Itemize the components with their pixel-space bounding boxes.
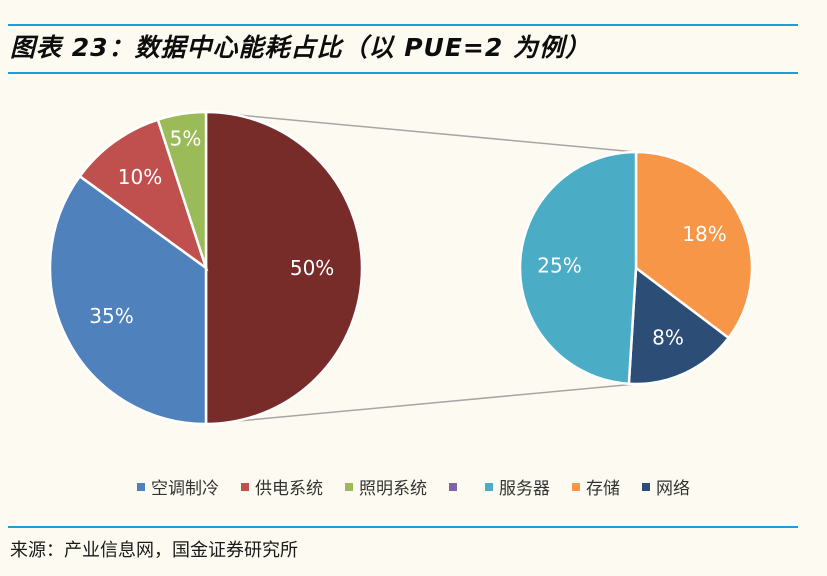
- main-slice-label-2: 5%: [170, 127, 202, 151]
- legend-swatch: [345, 482, 353, 491]
- secondary-pie: 18% 8% 25%: [518, 150, 754, 386]
- legend-label: 照明系统: [359, 479, 427, 499]
- connector-bottom: [205, 383, 637, 425]
- legend-swatch: [642, 482, 650, 491]
- legend-label: 网络: [656, 479, 690, 499]
- legend-item-0: 空调制冷: [137, 474, 219, 499]
- legend-swatch: [485, 482, 493, 491]
- legend-swatch: [572, 482, 580, 491]
- main-slice-3: [204, 110, 364, 426]
- connector-lines: [205, 111, 637, 425]
- secondary-slice-0: [518, 150, 638, 386]
- chart-title: 图表 23：数据中心能耗占比（以 PUE=2 为例）: [10, 33, 591, 62]
- source-note: 来源：产业信息网，国金证券研究所: [10, 540, 298, 561]
- bottom-rule: [8, 526, 798, 528]
- legend-item-6: 网络: [642, 474, 690, 499]
- main-slice-label-1: 10%: [118, 165, 162, 189]
- secondary-slice-label-1: 18%: [682, 222, 726, 246]
- top-rule: [8, 24, 798, 26]
- main-slice-label-3: 50%: [290, 256, 334, 280]
- secondary-slice-label-2: 8%: [652, 326, 684, 350]
- main-slice-label-0: 35%: [89, 304, 133, 328]
- title-underline: [8, 72, 798, 74]
- legend-label: 空调制冷: [151, 479, 219, 499]
- legend-label: 供电系统: [255, 479, 323, 499]
- legend-swatch: [241, 482, 249, 491]
- legend-label: 服务器: [499, 479, 550, 499]
- secondary-slice-label-0: 25%: [537, 254, 581, 278]
- legend-item-4: 服务器: [485, 474, 550, 499]
- legend: 空调制冷 供电系统 照明系统 服务器 存储 网络: [0, 474, 827, 499]
- main-pie: 50% 5% 10% 35%: [48, 110, 364, 426]
- secondary-slice-1: [634, 150, 754, 340]
- legend-swatch: [449, 482, 457, 491]
- main-slice-0: [48, 174, 208, 426]
- legend-item-1: 供电系统: [241, 474, 323, 499]
- legend-item-2: 照明系统: [345, 474, 427, 499]
- legend-label: 存储: [586, 479, 620, 499]
- legend-item-5: 存储: [572, 474, 620, 499]
- connector-top: [205, 111, 637, 153]
- secondary-slice-2: [627, 265, 731, 386]
- legend-swatch: [137, 482, 145, 491]
- main-slice-1: [78, 118, 209, 272]
- legend-item-3: [449, 474, 463, 499]
